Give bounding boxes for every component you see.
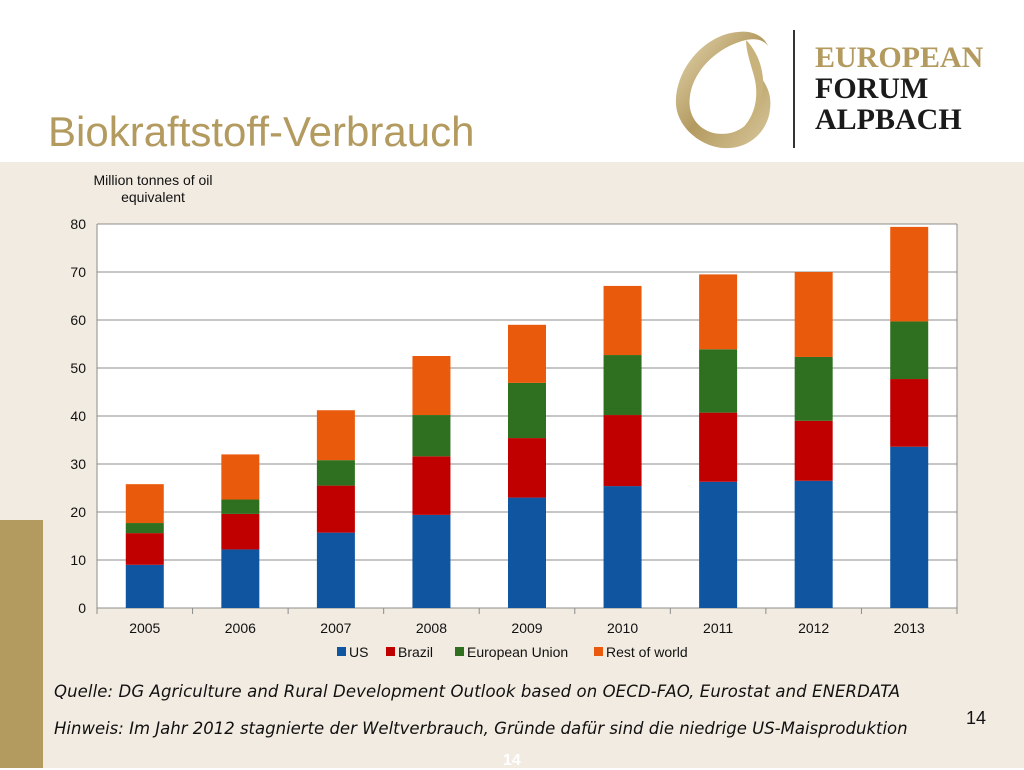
bar-segment [890,379,929,447]
ribbon-logo-icon [675,31,771,149]
bar-segment [699,349,738,413]
y-tick-label: 70 [70,264,86,280]
y-tick-label: 10 [70,552,86,568]
bar-segment [603,486,642,608]
bar-segment [890,226,929,322]
bar-segment [890,446,929,608]
legend-label: US [349,644,368,660]
y-tick-label: 30 [70,456,86,472]
page-number: 14 [966,708,987,728]
bar-segment [316,485,355,533]
legend-swatch [594,647,603,656]
x-tick-label: 2010 [607,620,638,636]
x-tick-label: 2012 [798,620,829,636]
y-tick-label: 80 [70,216,86,232]
bar-segment [603,285,642,356]
bar-segment [412,456,451,515]
chart-legend: US Brazil European Union Rest of world [337,644,688,660]
x-tick-label: 2011 [703,620,733,636]
logo-line-alpbach: ALPBACH [815,103,962,136]
y-tick-label: 50 [70,360,86,376]
y-tick-label: 0 [78,600,86,616]
y-tick-label: 40 [70,408,86,424]
x-tick-label: 2013 [894,620,925,636]
x-tick-label: 2006 [225,620,256,636]
logo-line-european: EUROPEAN [815,41,984,74]
logo-line-forum: FORUM [815,72,929,105]
bar-segment [221,549,260,608]
page-number-footer: 14 [503,752,521,769]
slide-header: Biokraftstoff-Verbrauch EUROPEAN FORUM A… [0,0,1024,162]
bar-segment [699,412,738,482]
legend-swatch [337,647,346,656]
bar-segment [412,415,451,457]
bar-segment [603,355,642,416]
bar-segment [412,356,451,416]
x-tick-labels: 2005 2006 2007 2008 2009 2010 2011 2012 2013 [129,620,925,636]
slide-title: Biokraftstoff-Verbrauch [48,108,475,155]
x-tick-label: 2009 [511,620,542,636]
bar-segment [125,564,164,608]
bar-segment [794,480,833,608]
x-tick-label: 2008 [416,620,447,636]
bar-segment [316,410,355,461]
bar-segment [221,499,260,514]
bar-segment [890,321,929,380]
bar-segment [699,274,738,350]
source-citation: Quelle: DG Agriculture and Rural Develop… [54,682,901,701]
bar-segment [794,272,833,357]
bar-segment [794,420,833,481]
bar-segment [316,460,355,486]
axis-layer [96,224,958,614]
stacked-bar-chart: 2005 2006 2007 2008 2009 2010 2011 2012 2013 0 10… [70,172,958,660]
bar-segment [125,484,164,524]
bar-segment [125,533,164,565]
bar-segment [508,324,546,383]
y-axis-title-line1: Million tonnes of oil [93,172,212,188]
y-axis-title-line2: equivalent [121,189,185,205]
legend-label: European Union [467,644,568,660]
y-tick-label: 20 [70,504,86,520]
bar-segment [125,523,164,534]
bars-layer [125,226,929,608]
footnote: Hinweis: Im Jahr 2012 stagnierte der Wel… [54,719,908,738]
y-tick-label: 60 [70,312,86,328]
x-tick-label: 2005 [129,620,160,636]
legend-label: Rest of world [606,644,688,660]
bar-segment [221,513,260,550]
bar-segment [699,481,738,608]
bar-segment [221,454,260,500]
legend-label: Brazil [398,644,433,660]
legend-swatch [455,647,464,656]
bar-segment [412,514,451,608]
y-tick-labels: 0 10 20 30 40 50 60 70 80 [70,216,86,616]
bar-segment [508,438,546,498]
bar-segment [508,382,546,439]
bar-segment [508,497,546,608]
bar-segment [794,356,833,421]
logo-divider [793,30,795,148]
side-accent-bar [0,520,43,768]
legend-swatch [386,647,395,656]
x-tick-label: 2007 [320,620,351,636]
bar-segment [316,532,355,608]
bar-segment [603,415,642,487]
logo-wordmark: EUROPEAN FORUM ALPBACH [815,42,983,135]
